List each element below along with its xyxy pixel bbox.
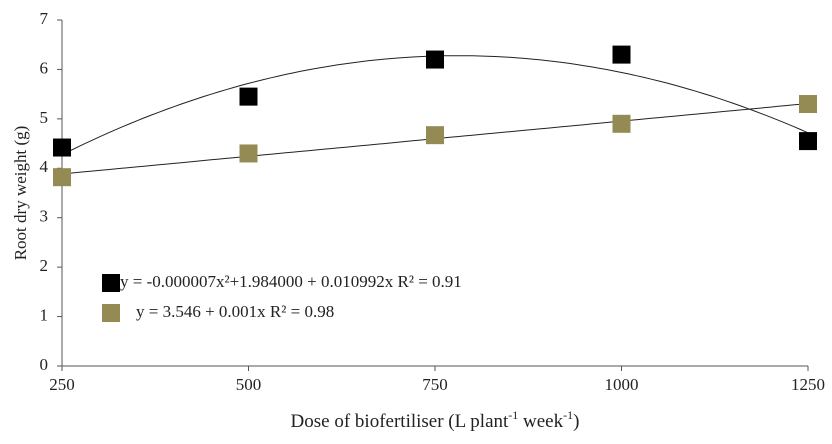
point <box>612 45 631 64</box>
point <box>612 114 631 133</box>
point <box>239 144 258 163</box>
x-label-part: week <box>518 411 563 432</box>
x-tick-label: 1250 <box>791 375 825 394</box>
legend-marker <box>102 274 120 292</box>
y-tick-label: 7 <box>40 9 49 28</box>
point <box>53 168 71 187</box>
point <box>426 50 444 69</box>
y-tick-label: 3 <box>40 207 49 226</box>
legend-label: y = -0.000007x²+1.984000 + 0.010992x R² … <box>120 272 462 291</box>
y-axis-label: Root dry weight (g) <box>11 126 30 261</box>
y-tick-label: 4 <box>40 157 49 176</box>
x-tick-label: 750 <box>422 375 448 394</box>
point <box>799 132 817 151</box>
x-label-part: ) <box>573 411 579 432</box>
legend-marker <box>102 304 120 322</box>
x-label-part: Dose of biofertiliser (L plant <box>291 411 509 432</box>
x-tick-label: 250 <box>49 375 75 394</box>
y-tick-label: 0 <box>40 355 49 374</box>
x-axis-label: Dose of biofertiliser (L plant-1 week-1) <box>291 408 580 433</box>
x-tick-label: 500 <box>236 375 262 394</box>
y-tick-label: 1 <box>40 305 49 324</box>
x-tick-label: 1000 <box>605 375 639 394</box>
point <box>799 95 817 114</box>
x-label-sup: -1 <box>508 408 518 422</box>
x-label-sup: -1 <box>563 408 573 422</box>
y-tick-label: 5 <box>40 108 49 127</box>
point <box>239 87 258 106</box>
y-tick-label: 2 <box>40 256 49 275</box>
y-tick-label: 6 <box>40 58 49 77</box>
point <box>53 138 71 157</box>
legend-label: y = 3.546 + 0.001x R² = 0.98 <box>136 302 334 321</box>
point <box>426 126 444 145</box>
